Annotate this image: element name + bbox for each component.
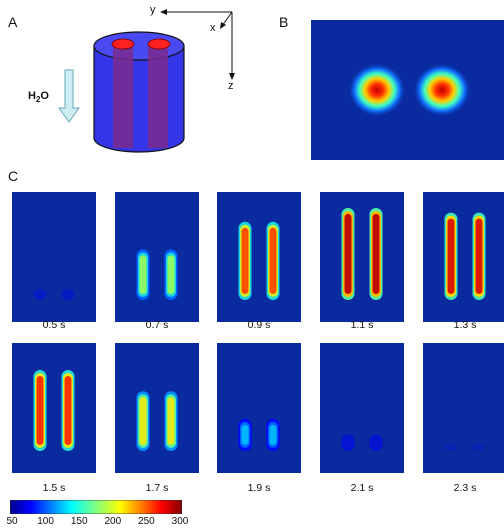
column-right-layer-1 (369, 434, 383, 451)
frame-time-label: 1.7 s (145, 482, 169, 494)
colorbar-tick-label: 200 (104, 516, 122, 527)
column-left-layer-3 (447, 218, 455, 294)
panel-label-c: C (8, 168, 19, 184)
frame-background (423, 343, 504, 473)
column-right-layer-3 (64, 376, 72, 445)
frame-7 (115, 343, 199, 473)
column-right-layer-3 (167, 255, 175, 294)
column-right-layer-1 (61, 288, 75, 300)
axis-label-y: y (150, 4, 156, 16)
colorbar-tick-label: 100 (37, 516, 54, 527)
frame-9 (320, 343, 404, 473)
heatmap-background (311, 20, 504, 160)
column-right-layer-3 (269, 227, 277, 294)
column-left-layer-1 (341, 434, 355, 451)
hotspot-left (348, 63, 406, 117)
frame-background (217, 343, 301, 473)
frame-5 (423, 192, 504, 322)
panel-label-a: A (8, 14, 18, 30)
column-right-layer-3 (269, 424, 277, 445)
frame-background (12, 343, 96, 473)
frame-1 (12, 192, 96, 322)
frame-6 (12, 343, 96, 473)
column-left-layer-3 (139, 397, 147, 445)
frame-time-label: 1.9 s (247, 482, 271, 494)
rod-right (148, 44, 168, 148)
column-left-layer-1 (444, 443, 458, 451)
cylinder-diagram (58, 9, 235, 153)
frame-time-label: 0.7 s (145, 319, 169, 331)
column-left-layer-3 (241, 424, 249, 445)
down-arrow-icon (58, 69, 80, 123)
frame-background (320, 192, 404, 322)
hotspot-right (413, 63, 471, 117)
frame-4 (320, 192, 404, 322)
rod-left-top (111, 38, 135, 50)
frame-background (320, 343, 404, 473)
frame-time-label: 0.5 s (42, 319, 66, 331)
rod-right-top (147, 38, 171, 50)
h2o-label: H2O (28, 90, 49, 105)
frame-10 (423, 343, 504, 473)
panel-label-b: B (279, 14, 289, 30)
colorbar-tick-label: 150 (70, 516, 88, 527)
heatmap-top-view (311, 20, 504, 160)
colorbar (10, 500, 182, 514)
column-right-layer-3 (475, 218, 483, 294)
colorbar-tick-label: 50 (6, 516, 18, 527)
axis-label-z: z (228, 80, 234, 92)
colorbar-tick-label: 300 (171, 516, 189, 527)
frame-3 (217, 192, 301, 322)
column-right-layer-1 (472, 443, 486, 451)
column-left-layer-3 (241, 227, 249, 294)
frame-background (115, 192, 199, 322)
cylinder-top (93, 31, 185, 61)
column-left-layer-3 (139, 255, 147, 294)
column-right-layer-3 (167, 397, 175, 445)
frame-time-label: 1.5 s (42, 482, 66, 494)
frame-background (423, 192, 504, 322)
frame-time-label: 1.1 s (350, 319, 374, 331)
frame-background (217, 192, 301, 322)
frame-background (12, 192, 96, 322)
colorbar-tick-label: 250 (138, 516, 155, 527)
frame-time-label: 1.3 s (453, 319, 477, 331)
column-left-layer-3 (344, 214, 352, 294)
cylinder-body (93, 45, 185, 153)
frame-background (115, 343, 199, 473)
frame-time-label: 0.9 s (247, 319, 271, 331)
column-right-layer-3 (372, 214, 380, 294)
frame-time-label: 2.3 s (453, 482, 477, 494)
frame-8 (217, 343, 301, 473)
frame-time-label: 2.1 s (350, 482, 374, 494)
rod-left (113, 44, 133, 148)
column-left-layer-1 (33, 288, 47, 300)
column-left-layer-3 (36, 376, 44, 445)
frame-2 (115, 192, 199, 322)
axis-label-x: x (210, 22, 216, 34)
